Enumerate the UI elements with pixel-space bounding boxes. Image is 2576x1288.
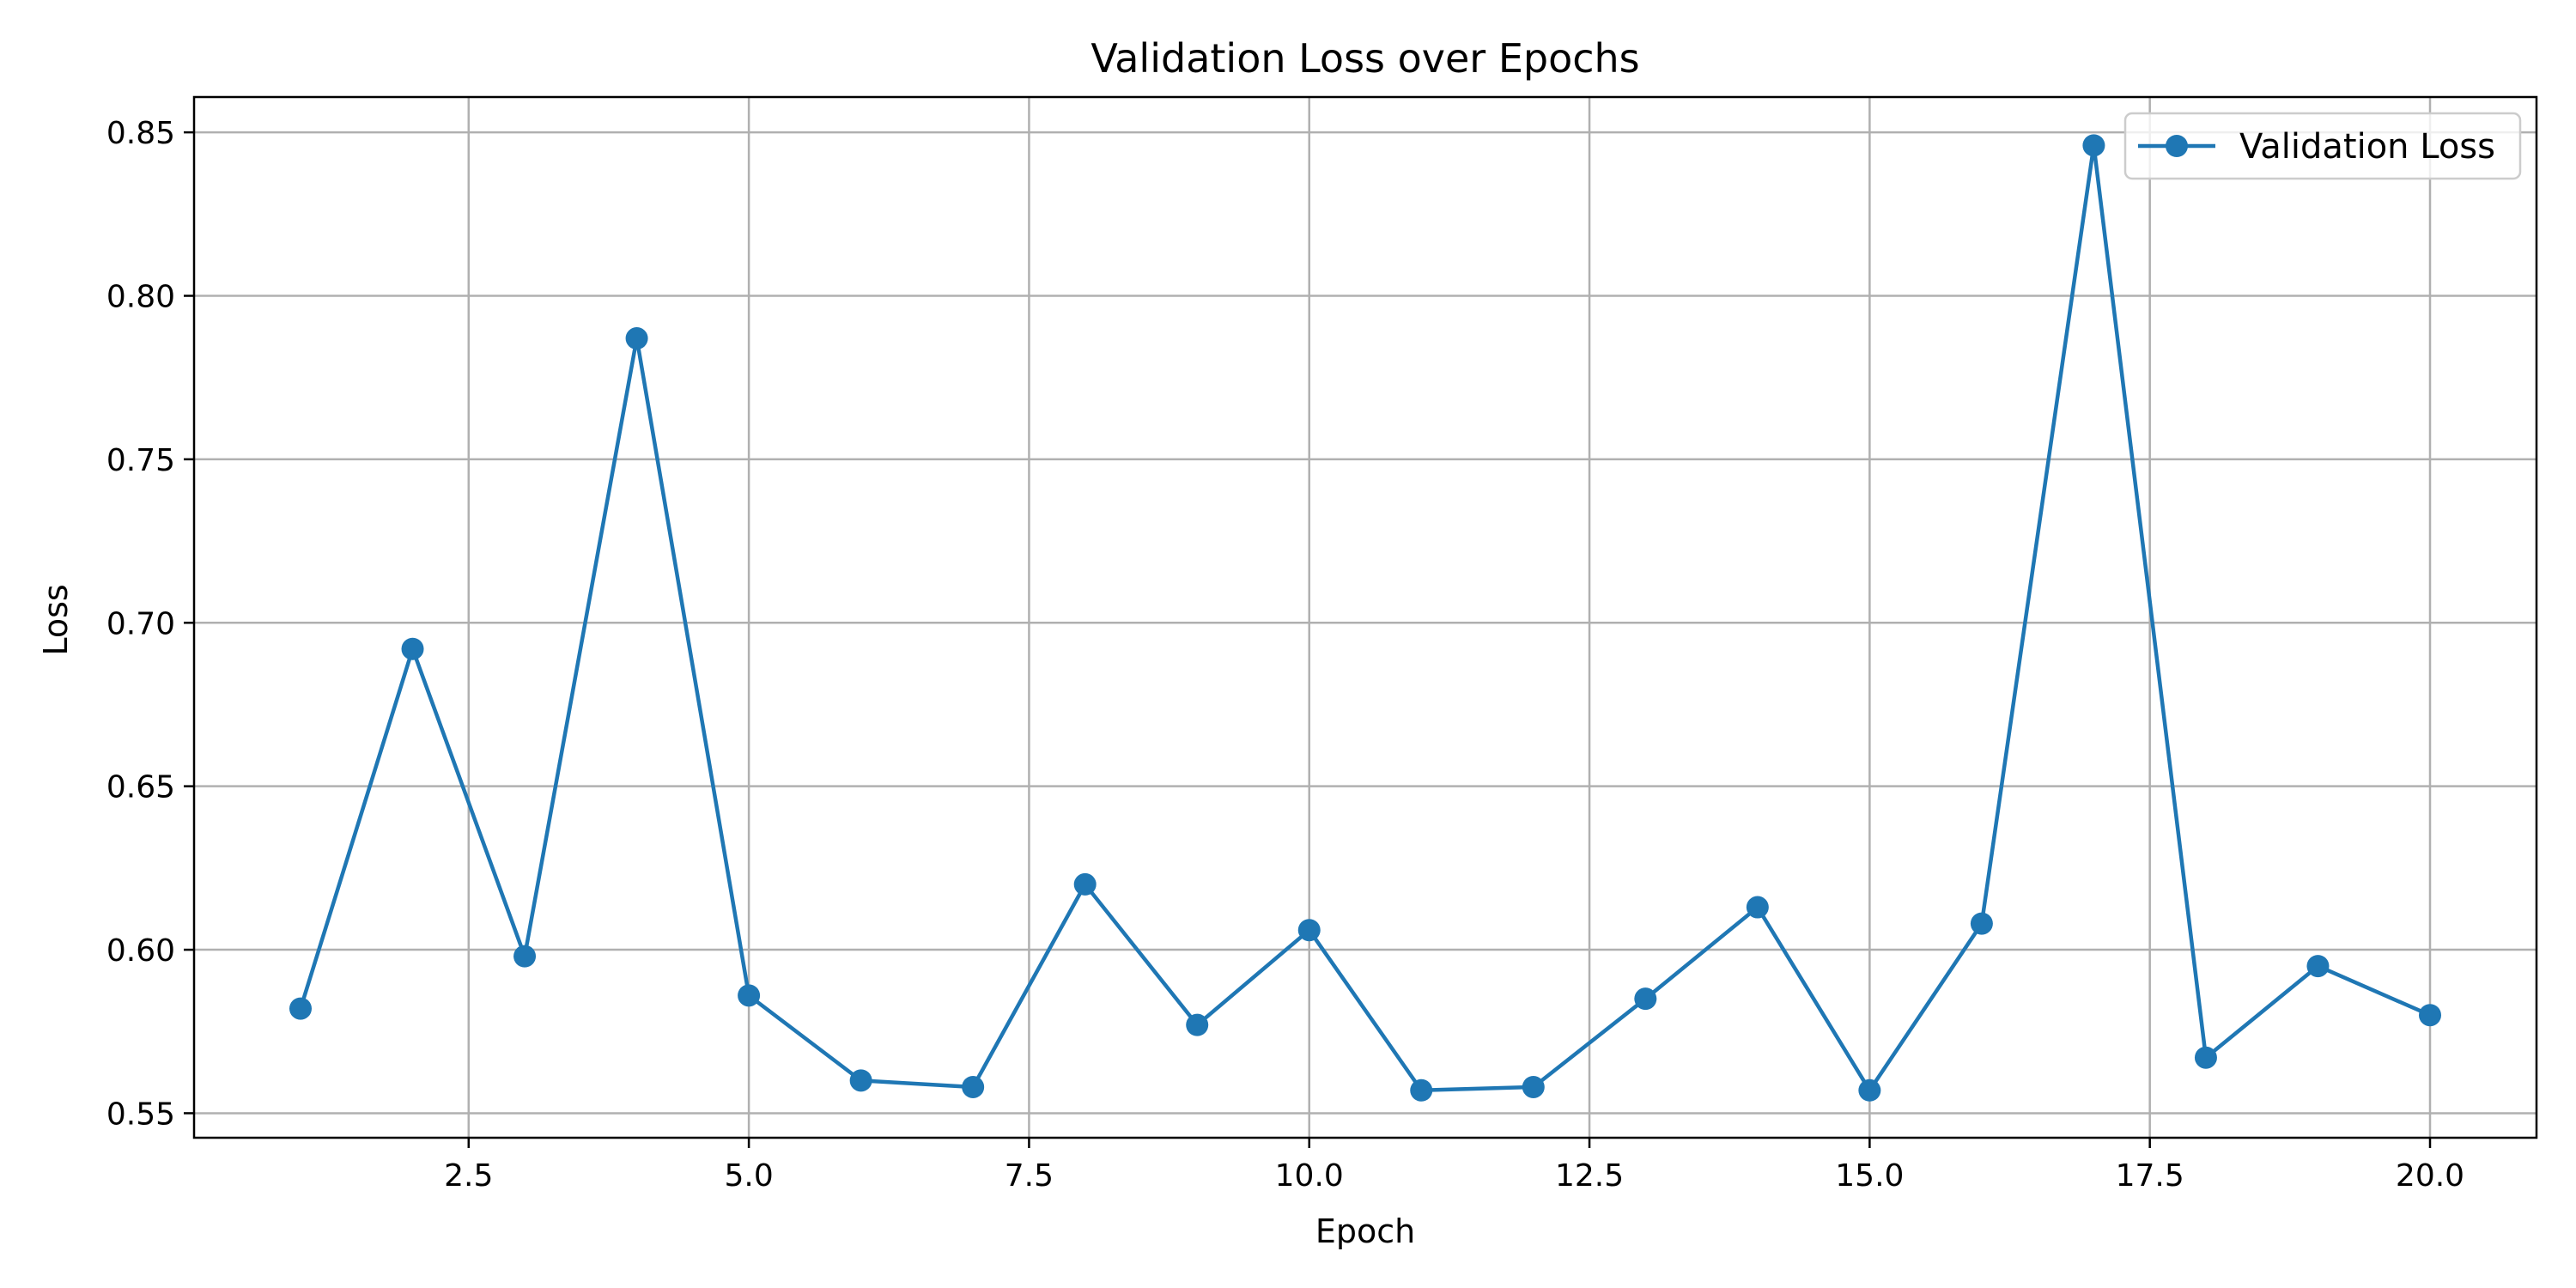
data-point bbox=[289, 997, 312, 1020]
data-point bbox=[625, 327, 648, 350]
series-layer bbox=[289, 134, 2441, 1102]
legend: Validation Loss bbox=[2123, 112, 2522, 180]
legend-label-validation-loss: Validation Loss bbox=[2239, 127, 2495, 167]
y-tick-label: 0.75 bbox=[106, 443, 175, 478]
chart-title: Validation Loss over Epochs bbox=[1091, 35, 1639, 82]
y-tick-label: 0.65 bbox=[106, 770, 175, 805]
x-tick-label: 17.5 bbox=[2116, 1158, 2184, 1194]
data-point bbox=[1073, 872, 1097, 896]
data-point bbox=[1522, 1075, 1545, 1098]
data-point bbox=[2082, 134, 2105, 157]
x-axis-label: Epoch bbox=[1315, 1212, 1415, 1250]
x-tick-label: 7.5 bbox=[1005, 1158, 1054, 1194]
data-point bbox=[1858, 1078, 1881, 1102]
data-point bbox=[962, 1075, 985, 1098]
data-point bbox=[2194, 1046, 2217, 1069]
data-point bbox=[513, 945, 537, 968]
data-point bbox=[1186, 1013, 1209, 1036]
y-tick-label: 0.85 bbox=[106, 116, 175, 151]
x-tick-label: 20.0 bbox=[2396, 1158, 2464, 1194]
x-tick-label: 15.0 bbox=[1835, 1158, 1904, 1194]
data-point bbox=[849, 1069, 872, 1092]
data-point bbox=[2306, 955, 2330, 978]
y-tick-label: 0.60 bbox=[106, 933, 175, 969]
legend-marker-swatch bbox=[2166, 135, 2188, 157]
y-axis-label: Loss bbox=[37, 584, 75, 655]
data-point bbox=[738, 984, 761, 1007]
x-tick-label: 2.5 bbox=[444, 1158, 493, 1194]
y-tick-label: 0.70 bbox=[106, 606, 175, 641]
data-point bbox=[1746, 896, 1769, 919]
x-tick-label: 12.5 bbox=[1555, 1158, 1624, 1194]
x-tick-label: 10.0 bbox=[1275, 1158, 1344, 1194]
x-tick-label: 5.0 bbox=[724, 1158, 773, 1194]
data-point bbox=[1297, 919, 1321, 942]
legend-box bbox=[2123, 112, 2522, 180]
y-tick-label: 0.80 bbox=[106, 280, 175, 315]
data-point bbox=[2419, 1004, 2441, 1027]
axis-ticks: 2.5 5.0 7.5 10.0 12.5 15.0 17.5 20.0 0.55 0.60 0.6… bbox=[106, 116, 2464, 1194]
data-point bbox=[1410, 1078, 1433, 1102]
data-point bbox=[1970, 912, 1993, 935]
series-line bbox=[298, 143, 2431, 1093]
data-point bbox=[401, 637, 424, 660]
y-tick-label: 0.55 bbox=[106, 1097, 175, 1132]
plot-frame bbox=[192, 95, 2538, 1139]
data-point bbox=[1634, 987, 1657, 1011]
